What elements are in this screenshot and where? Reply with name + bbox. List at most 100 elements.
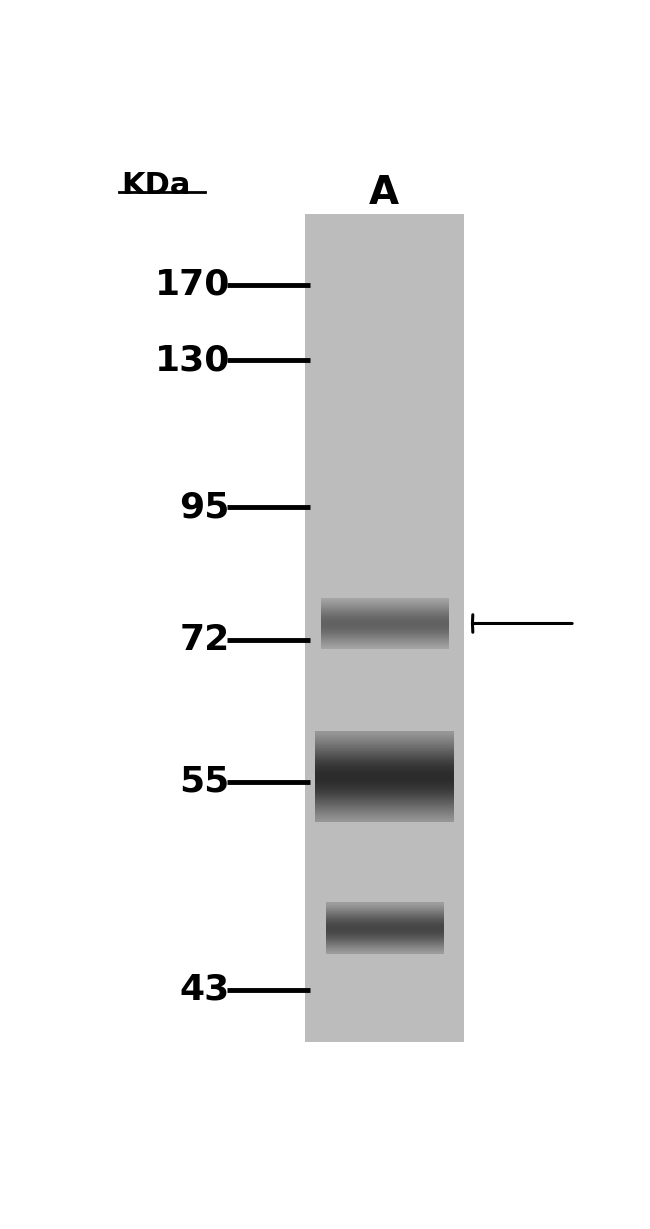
Bar xyxy=(315,763,454,764)
Bar xyxy=(315,756,454,757)
Bar xyxy=(315,755,454,756)
Bar xyxy=(315,742,454,744)
Bar xyxy=(315,817,454,819)
Bar xyxy=(306,214,464,1042)
Bar xyxy=(315,761,454,762)
Bar xyxy=(315,796,454,798)
Bar xyxy=(315,772,454,773)
Bar xyxy=(315,732,454,734)
Text: 130: 130 xyxy=(155,343,230,377)
Bar xyxy=(315,774,454,775)
Bar xyxy=(315,805,454,806)
Bar xyxy=(315,777,454,778)
Bar xyxy=(315,782,454,783)
Bar xyxy=(315,812,454,814)
Bar xyxy=(315,788,454,789)
Bar xyxy=(315,790,454,791)
Bar xyxy=(315,783,454,784)
Bar xyxy=(315,752,454,753)
Bar xyxy=(315,810,454,811)
Bar xyxy=(315,793,454,794)
Bar xyxy=(315,815,454,816)
Bar xyxy=(315,805,454,806)
Bar xyxy=(315,814,454,815)
Bar xyxy=(315,744,454,745)
Bar xyxy=(315,815,454,816)
Bar xyxy=(315,811,454,812)
Text: 72: 72 xyxy=(179,623,230,656)
Bar xyxy=(315,736,454,737)
Bar xyxy=(315,760,454,761)
Bar xyxy=(315,775,454,777)
Bar xyxy=(315,819,454,820)
Bar xyxy=(315,750,454,751)
Bar xyxy=(315,763,454,764)
Bar xyxy=(315,806,454,807)
Bar xyxy=(315,769,454,771)
Bar xyxy=(315,762,454,763)
Bar xyxy=(315,780,454,782)
Bar xyxy=(315,773,454,774)
Bar xyxy=(315,793,454,794)
Bar xyxy=(315,784,454,785)
Bar xyxy=(315,791,454,793)
Bar xyxy=(315,760,454,761)
Bar xyxy=(315,734,454,735)
Bar xyxy=(315,800,454,801)
Bar xyxy=(315,782,454,783)
Bar xyxy=(315,816,454,817)
Bar xyxy=(315,801,454,803)
Text: KDa: KDa xyxy=(122,171,191,200)
Bar xyxy=(315,789,454,790)
Bar xyxy=(315,807,454,809)
Bar xyxy=(315,742,454,744)
Bar xyxy=(315,806,454,807)
Bar xyxy=(315,764,454,766)
Bar xyxy=(315,809,454,810)
Bar xyxy=(315,799,454,800)
Bar xyxy=(315,748,454,750)
Bar xyxy=(315,804,454,805)
Bar xyxy=(315,819,454,820)
Bar xyxy=(315,767,454,768)
Bar xyxy=(315,766,454,767)
Bar xyxy=(315,783,454,784)
Bar xyxy=(315,752,454,753)
Bar xyxy=(315,737,454,739)
Bar xyxy=(315,746,454,747)
Bar xyxy=(315,747,454,748)
Bar xyxy=(315,751,454,752)
Bar xyxy=(315,821,454,822)
Bar xyxy=(315,779,454,780)
Bar xyxy=(315,801,454,803)
Bar xyxy=(315,795,454,796)
Bar xyxy=(315,777,454,778)
Bar xyxy=(315,773,454,774)
Bar xyxy=(315,785,454,787)
Text: 43: 43 xyxy=(179,972,230,1007)
Bar xyxy=(315,736,454,737)
Bar xyxy=(315,756,454,757)
Bar xyxy=(315,750,454,751)
Bar xyxy=(315,758,454,760)
Bar xyxy=(315,803,454,804)
Bar xyxy=(315,757,454,758)
Bar xyxy=(315,779,454,780)
Bar xyxy=(315,769,454,771)
Text: 95: 95 xyxy=(179,490,230,524)
Bar xyxy=(315,812,454,814)
Bar xyxy=(315,798,454,799)
Bar xyxy=(315,766,454,767)
Bar xyxy=(315,799,454,800)
Text: 55: 55 xyxy=(179,764,230,799)
Bar xyxy=(315,811,454,812)
Bar xyxy=(315,817,454,819)
Bar xyxy=(315,809,454,810)
Bar xyxy=(315,740,454,741)
Bar xyxy=(315,775,454,777)
Bar xyxy=(315,732,454,734)
Bar xyxy=(315,753,454,755)
Bar xyxy=(315,745,454,746)
Bar xyxy=(315,787,454,788)
Text: A: A xyxy=(369,175,398,211)
